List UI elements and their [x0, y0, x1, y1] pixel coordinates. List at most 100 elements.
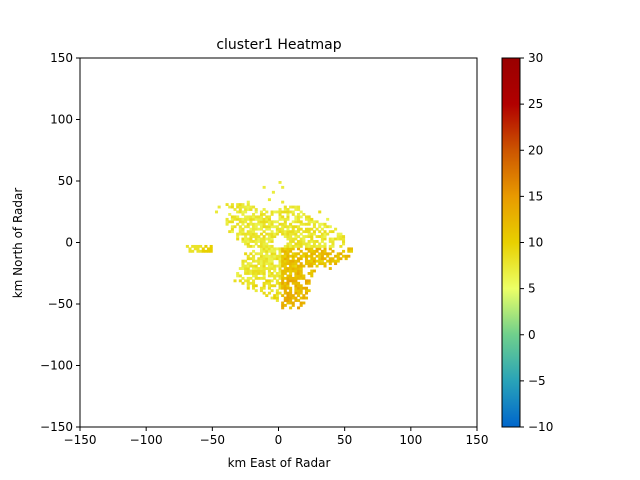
heat-cell [273, 252, 277, 256]
heat-cell [241, 227, 245, 231]
heat-cell [278, 274, 282, 278]
heat-cell [196, 244, 200, 248]
heat-cell [241, 240, 245, 243]
heat-cell [257, 276, 261, 280]
heat-cell [326, 252, 330, 256]
heat-cell [307, 227, 311, 231]
heat-cell [289, 225, 293, 229]
heat-cell [249, 205, 253, 209]
heat-cell [297, 227, 301, 231]
heat-cell [283, 296, 287, 300]
heat-cell [273, 296, 277, 300]
heat-cell [320, 232, 324, 236]
heat-cell [281, 279, 285, 283]
heat-cell [230, 205, 234, 209]
heat-cell [267, 225, 271, 229]
heat-cell [289, 249, 293, 253]
heat-cell [246, 232, 250, 236]
x-tick-label: 0 [275, 433, 283, 447]
heat-cell [278, 254, 282, 258]
heat-cell [275, 227, 279, 231]
heat-cell [267, 244, 271, 248]
heat-cell [299, 262, 303, 266]
heat-cell [262, 217, 266, 221]
heat-cell [310, 237, 314, 241]
heat-cell [286, 259, 290, 263]
heat-cell [299, 244, 303, 248]
heat-cell [281, 254, 285, 258]
heat-cell [254, 237, 258, 241]
heat-cell [265, 249, 269, 253]
heat-cell [257, 259, 261, 263]
heat-cell [307, 240, 311, 243]
heat-cell [262, 237, 266, 241]
heat-cell [259, 227, 264, 231]
heat-cell [278, 291, 282, 295]
heat-cell [291, 259, 295, 263]
heat-cell [267, 259, 271, 263]
heat-cell [267, 222, 271, 226]
heat-cell [299, 227, 303, 231]
x-tick-label: 150 [466, 433, 489, 447]
heat-cell [236, 232, 240, 236]
heat-cell [267, 215, 271, 219]
heat-cell [304, 257, 309, 261]
heat-cell [294, 274, 298, 278]
heat-cell [304, 281, 309, 285]
heat-cell [323, 222, 327, 226]
heat-cell [273, 257, 277, 261]
heat-cell [257, 215, 261, 219]
heat-cell [286, 217, 290, 221]
heat-cell [252, 286, 256, 290]
heat-cell [283, 249, 287, 253]
heat-cell [291, 254, 295, 258]
heat-cell [249, 215, 253, 219]
heat-cell [318, 254, 322, 258]
heat-cell [236, 210, 240, 214]
heat-cell [318, 230, 322, 234]
heat-cell [286, 269, 290, 273]
y-tick-label: −100 [40, 359, 73, 373]
heat-cell [312, 240, 316, 243]
heat-cell [246, 230, 250, 234]
heat-cell [323, 262, 327, 266]
heat-cell [270, 279, 274, 283]
heat-cell [297, 225, 301, 229]
y-tick-label: −50 [48, 297, 73, 311]
heat-cell [270, 259, 274, 263]
heat-cell [302, 240, 306, 243]
heat-cell [241, 281, 245, 285]
heat-cell [262, 264, 266, 268]
heat-cell [273, 267, 277, 270]
heat-cell [267, 237, 271, 241]
heat-cell [304, 286, 309, 290]
heat-cell [291, 264, 295, 268]
heat-cell [249, 232, 253, 236]
x-axis-label: km East of Radar [228, 456, 331, 470]
colorbar-ticks: −10 −5 0 5 10 15 20 25 30 [520, 51, 553, 434]
heat-cell [310, 249, 314, 253]
heat-cell [257, 235, 261, 238]
heat-cell [267, 198, 271, 202]
heat-cell [347, 247, 351, 251]
heat-cell [259, 237, 264, 241]
heat-cell [283, 299, 287, 302]
heat-cell [275, 296, 279, 300]
heat-cell [342, 242, 346, 246]
heat-cell [291, 247, 295, 251]
heat-cell [254, 274, 258, 278]
heat-cell [307, 254, 311, 258]
heat-cell [252, 269, 256, 273]
heat-cell [286, 208, 290, 211]
heat-cell [244, 252, 248, 256]
heat-cell [283, 230, 287, 234]
heat-cell [339, 244, 343, 248]
heat-cell [289, 286, 293, 290]
heat-cell [233, 215, 237, 219]
heat-cell [228, 230, 232, 234]
heat-cell [307, 215, 311, 219]
heat-cell [315, 247, 319, 251]
heat-cell [273, 220, 277, 224]
heat-cell [267, 272, 271, 275]
heat-cell [262, 247, 266, 251]
